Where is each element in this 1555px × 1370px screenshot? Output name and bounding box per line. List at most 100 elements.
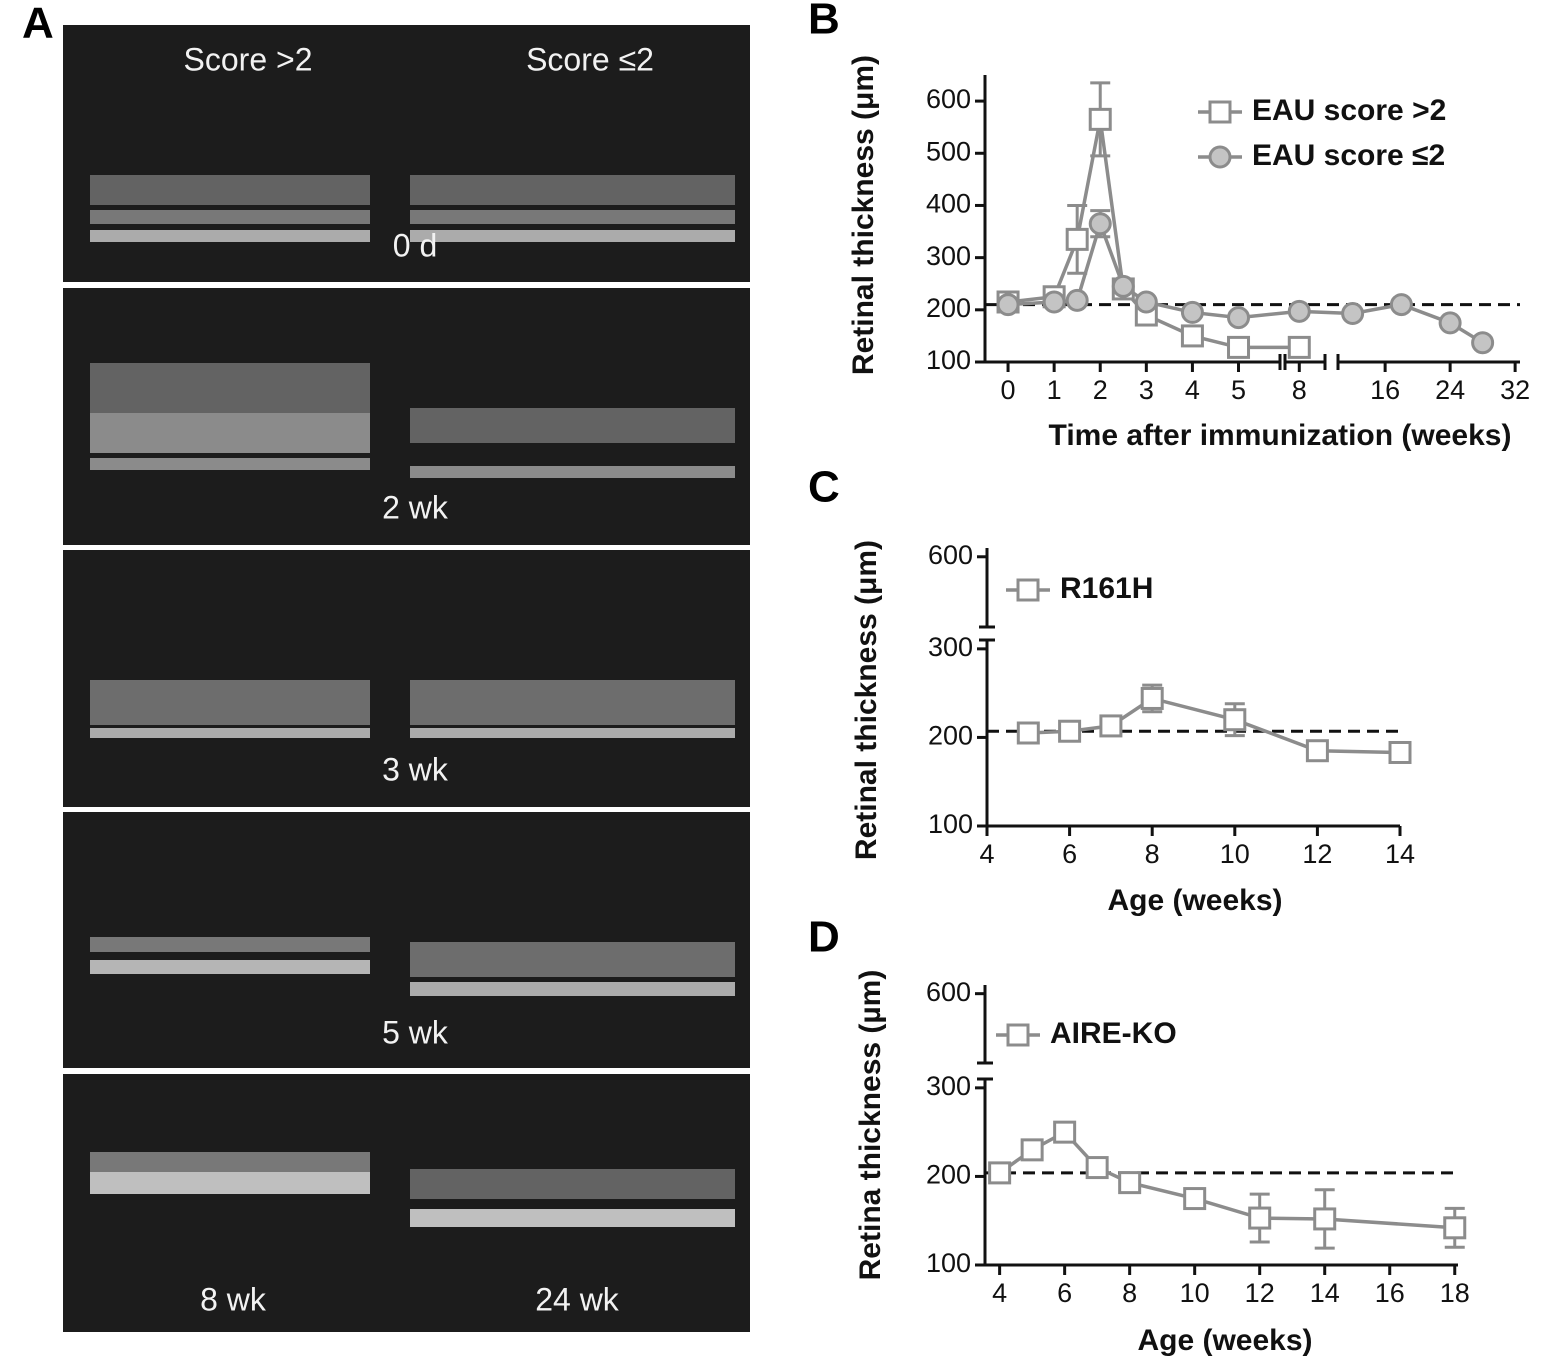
oct-image <box>63 812 750 1068</box>
retina-layer <box>410 728 735 738</box>
column-label: Score ≤2 <box>526 41 654 77</box>
retina-layer <box>410 1209 735 1227</box>
point <box>1183 1187 1207 1211</box>
retina-layer <box>410 210 735 224</box>
image-label: 8 wk <box>200 1281 267 1317</box>
retina-layer <box>410 466 735 478</box>
point <box>1099 714 1123 738</box>
legend-marker <box>1208 145 1232 169</box>
x-tick-label: 5 <box>1231 375 1246 405</box>
image-label: 24 wk <box>535 1281 620 1317</box>
panel-label: D <box>808 913 840 962</box>
x-tick-label: 0 <box>1001 375 1016 405</box>
y-tick-label: 100 <box>926 1248 971 1278</box>
point <box>1065 288 1089 312</box>
x-tick-label: 4 <box>992 1278 1007 1308</box>
legend-label: EAU score ≤2 <box>1252 139 1445 172</box>
x-axis-label: Time after immunization (weeks) <box>1049 419 1512 452</box>
retina-layer <box>410 230 735 242</box>
x-tick-label: 2 <box>1093 375 1108 405</box>
point <box>1227 335 1251 359</box>
retina-layer <box>90 960 370 974</box>
y-tick-label: 300 <box>928 632 973 662</box>
legend-label: EAU score >2 <box>1252 94 1446 127</box>
x-tick-label: 10 <box>1180 1278 1210 1308</box>
x-tick-label: 3 <box>1139 375 1154 405</box>
point <box>1438 311 1462 335</box>
x-axis-label: Age (weeks) <box>1137 1324 1312 1357</box>
point <box>1388 740 1412 764</box>
point <box>1053 1120 1077 1144</box>
y-tick-label: 100 <box>926 345 971 375</box>
y-tick-label: 500 <box>926 136 971 166</box>
column-label: Score >2 <box>184 41 313 77</box>
legend-marker <box>1016 578 1040 602</box>
retina-layer <box>410 1169 735 1199</box>
panel-label: C <box>808 463 840 512</box>
point <box>1341 301 1365 325</box>
point <box>1065 227 1089 251</box>
y-tick-label: 600 <box>928 540 973 570</box>
legend-label: R161H <box>1060 572 1153 605</box>
point <box>1058 719 1082 743</box>
series-line <box>1028 696 1401 755</box>
point <box>1313 1207 1337 1231</box>
retina-layer <box>90 458 370 470</box>
y-axis-label: Retina thickness (µm) <box>854 970 887 1281</box>
x-tick-label: 4 <box>979 839 994 869</box>
oct-image <box>63 1074 750 1332</box>
point <box>1020 1138 1044 1162</box>
point <box>1305 739 1329 763</box>
x-tick-label: 18 <box>1440 1278 1470 1308</box>
y-tick-label: 200 <box>926 1160 971 1190</box>
image-label: 3 wk <box>382 751 449 787</box>
x-tick-label: 24 <box>1435 375 1465 405</box>
x-tick-label: 8 <box>1292 375 1307 405</box>
legend-label: AIRE-KO <box>1050 1017 1177 1050</box>
x-tick-label: 10 <box>1220 839 1250 869</box>
legend-marker <box>1208 100 1232 124</box>
point <box>1180 324 1204 348</box>
retina-layer <box>410 408 735 443</box>
retina-layer <box>90 680 370 725</box>
y-tick-label: 200 <box>926 293 971 323</box>
point <box>1088 107 1112 131</box>
x-tick-label: 1 <box>1047 375 1062 405</box>
point <box>1248 1206 1272 1230</box>
y-tick-label: 300 <box>926 241 971 271</box>
retina-layer <box>410 982 735 996</box>
retina-layer <box>90 230 370 242</box>
point <box>1287 335 1311 359</box>
y-tick-label: 300 <box>926 1071 971 1101</box>
point <box>1471 331 1495 355</box>
point <box>1140 686 1164 710</box>
point <box>1180 300 1204 324</box>
x-tick-label: 8 <box>1145 839 1160 869</box>
image-label: 2 wk <box>382 489 449 525</box>
panel-label: B <box>808 0 840 44</box>
retina-layer <box>90 210 370 224</box>
point <box>1227 306 1251 330</box>
x-tick-label: 16 <box>1370 375 1400 405</box>
point <box>1016 721 1040 745</box>
oct-image <box>63 550 750 807</box>
x-tick-label: 14 <box>1310 1278 1340 1308</box>
x-tick-label: 6 <box>1057 1278 1072 1308</box>
x-tick-label: 6 <box>1062 839 1077 869</box>
y-tick-label: 600 <box>926 977 971 1007</box>
x-tick-label: 16 <box>1375 1278 1405 1308</box>
retina-layer <box>90 175 370 205</box>
x-tick-label: 12 <box>1245 1278 1275 1308</box>
retina-layer <box>90 413 370 453</box>
point <box>1088 212 1112 236</box>
legend-marker <box>1006 1023 1030 1047</box>
y-tick-label: 400 <box>926 189 971 219</box>
point <box>1389 293 1413 317</box>
point <box>1118 1171 1142 1195</box>
y-axis-label: Retinal thickness (μm) <box>850 540 883 860</box>
retina-layer <box>90 363 370 453</box>
retina-layer <box>90 1152 370 1172</box>
point <box>988 1161 1012 1185</box>
retina-layer <box>410 175 735 205</box>
image-label: 5 wk <box>382 1014 449 1050</box>
